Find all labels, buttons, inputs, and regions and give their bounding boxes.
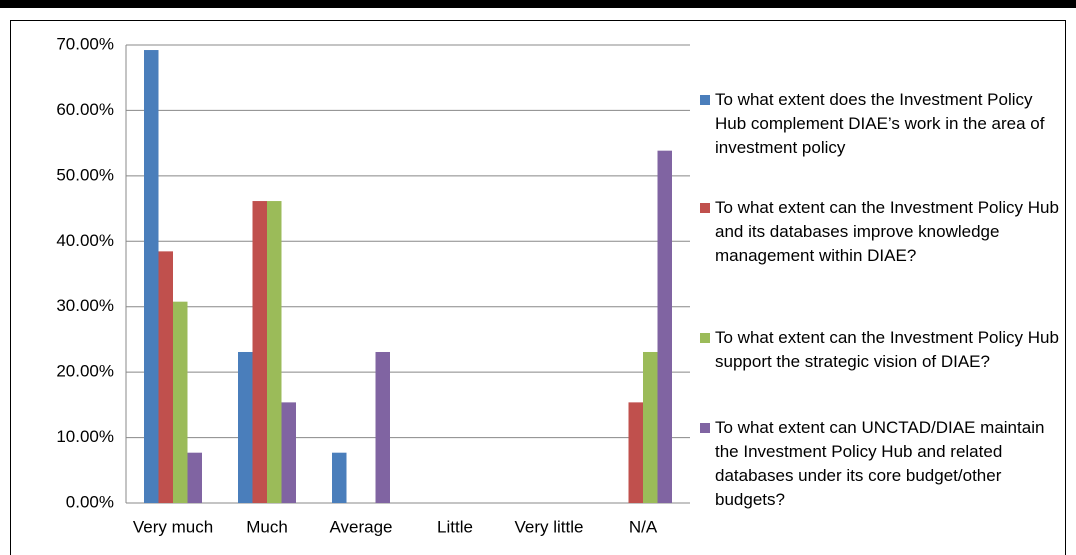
bar bbox=[332, 452, 347, 503]
bar bbox=[173, 301, 188, 503]
y-tick-label: 70.00% bbox=[56, 34, 114, 53]
x-tick-label: N/A bbox=[629, 517, 658, 536]
legend-label: To what extent does the Investment Polic… bbox=[715, 90, 1045, 157]
bar bbox=[267, 201, 282, 503]
y-tick-label: 60.00% bbox=[56, 100, 114, 119]
legend-swatch bbox=[700, 423, 710, 433]
x-tick-label: Much bbox=[246, 517, 288, 536]
bar bbox=[643, 351, 658, 503]
legend-label: To what extent can UNCTAD/DIAE maintain … bbox=[715, 418, 1045, 509]
top-rule bbox=[0, 0, 1076, 8]
legend-label: To what extent can the Investment Policy… bbox=[715, 328, 1059, 371]
x-tick-label: Little bbox=[437, 517, 473, 536]
chart-frame bbox=[10, 20, 1066, 555]
legend-swatch bbox=[700, 333, 710, 343]
legend-swatch bbox=[700, 203, 710, 213]
y-tick-label: 40.00% bbox=[56, 231, 114, 250]
legend-swatch bbox=[700, 95, 710, 105]
y-tick-label: 50.00% bbox=[56, 165, 114, 184]
bar bbox=[144, 50, 159, 504]
bar bbox=[375, 351, 390, 503]
bar bbox=[281, 402, 296, 503]
legend-label: To what extent can the Investment Policy… bbox=[715, 198, 1059, 265]
y-tick-label: 10.00% bbox=[56, 427, 114, 446]
bar bbox=[238, 351, 253, 503]
x-tick-label: Very little bbox=[515, 517, 584, 536]
y-tick-label: 30.00% bbox=[56, 296, 114, 315]
bar bbox=[628, 402, 643, 503]
x-tick-label: Very much bbox=[133, 517, 213, 536]
bar bbox=[657, 150, 672, 503]
x-tick-label: Average bbox=[329, 517, 392, 536]
bar bbox=[252, 201, 267, 503]
y-tick-label: 20.00% bbox=[56, 362, 114, 381]
y-tick-label: 0.00% bbox=[66, 492, 114, 511]
bar bbox=[158, 251, 173, 503]
bar bbox=[187, 452, 202, 503]
